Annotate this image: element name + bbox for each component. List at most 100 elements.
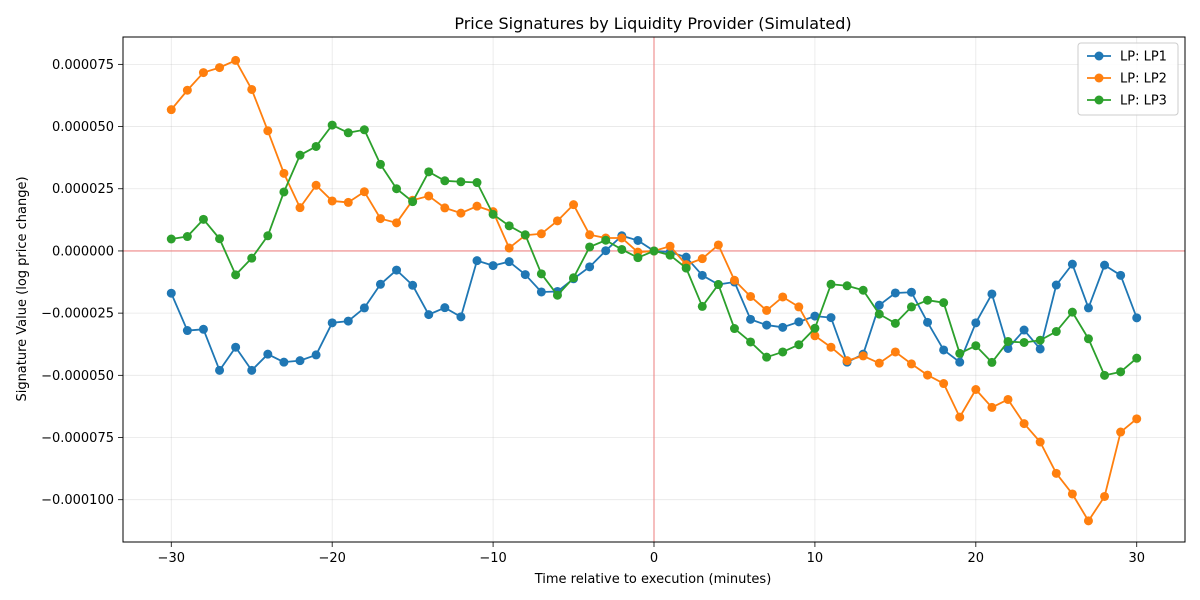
data-point (456, 312, 466, 322)
data-point (746, 337, 756, 347)
y-axis: 0.000075 0.000050 0.000025 0.000000 −0.00002… (41, 58, 123, 508)
data-point (520, 230, 530, 240)
data-point (408, 280, 418, 290)
data-point (504, 243, 514, 253)
data-point (247, 365, 257, 375)
data-point (1067, 307, 1077, 317)
data-point (1003, 336, 1013, 346)
legend-label: LP: LP1 (1120, 50, 1167, 65)
data-point (456, 177, 466, 187)
data-point (424, 310, 434, 320)
data-point (971, 385, 981, 395)
data-point (1100, 260, 1110, 270)
data-point (858, 285, 868, 295)
data-point (746, 314, 756, 324)
data-point (1051, 327, 1061, 337)
data-point (392, 265, 402, 275)
data-point (697, 254, 707, 264)
legend-item: LP: LP2 (1087, 72, 1167, 87)
data-point (343, 128, 353, 138)
data-point (1003, 394, 1013, 404)
data-point (778, 292, 788, 302)
data-point (681, 252, 691, 262)
data-point (263, 231, 273, 241)
data-point (424, 167, 434, 177)
data-point (794, 340, 804, 350)
data-point (263, 349, 273, 359)
data-point (552, 290, 562, 300)
legend-marker (1094, 95, 1104, 105)
data-point (762, 352, 772, 362)
x-tick-label: 30 (1128, 551, 1145, 566)
data-point (182, 232, 192, 242)
data-point (182, 326, 192, 336)
data-point (198, 214, 208, 224)
series-3 (166, 120, 1142, 380)
data-point (569, 273, 579, 283)
y-tick-label: 0.000000 (52, 244, 114, 259)
data-point (440, 203, 450, 213)
data-point (1019, 337, 1029, 347)
x-tick-label: 10 (807, 551, 824, 566)
data-point (665, 241, 675, 251)
y-tick-label: 0.000050 (52, 120, 114, 135)
data-point (939, 298, 949, 308)
data-point (279, 187, 289, 197)
data-point (713, 280, 723, 290)
x-tick-label: −10 (479, 551, 506, 566)
data-point (311, 350, 321, 360)
data-point (923, 295, 933, 305)
data-point (375, 159, 385, 169)
legend-label: LP: LP2 (1120, 72, 1167, 87)
data-point (327, 120, 337, 130)
x-axis-label: Time relative to execution (minutes) (534, 572, 772, 587)
data-point (166, 234, 176, 244)
data-point (842, 281, 852, 291)
data-point (295, 150, 305, 160)
data-point (729, 275, 739, 285)
data-point (681, 263, 691, 273)
y-tick-label: 0.000025 (52, 182, 114, 197)
data-point (858, 351, 868, 361)
data-point (472, 201, 482, 211)
data-point (440, 176, 450, 186)
data-point (279, 168, 289, 178)
data-point (488, 261, 498, 271)
data-point (375, 214, 385, 224)
data-point (536, 269, 546, 279)
x-tick-label: −20 (318, 551, 345, 566)
data-point (536, 229, 546, 239)
data-point (617, 233, 627, 243)
data-point (1100, 370, 1110, 380)
data-point (906, 359, 916, 369)
data-point (633, 253, 643, 263)
y-tick-label: −0.000075 (41, 431, 114, 446)
data-point (697, 301, 707, 311)
data-point (987, 289, 997, 299)
x-axis: −30 −20 −10 0 10 20 30 (158, 542, 1145, 566)
data-point (520, 270, 530, 280)
data-point (166, 288, 176, 298)
data-point (1116, 367, 1126, 377)
data-point (1100, 491, 1110, 501)
chart-title: Price Signatures by Liquidity Provider (… (454, 14, 851, 33)
data-point (794, 317, 804, 327)
legend-marker (1094, 73, 1104, 83)
data-point (295, 203, 305, 213)
data-point (392, 184, 402, 194)
data-point (536, 287, 546, 297)
data-point (729, 324, 739, 334)
data-point (1019, 419, 1029, 429)
data-point (923, 370, 933, 380)
data-point (311, 180, 321, 190)
data-point (215, 234, 225, 244)
data-point (472, 178, 482, 188)
legend-marker (1094, 51, 1104, 61)
data-point (1035, 335, 1045, 345)
data-point (762, 320, 772, 330)
data-point (1035, 344, 1045, 354)
data-point (424, 191, 434, 201)
data-point (488, 209, 498, 219)
data-point (440, 303, 450, 313)
